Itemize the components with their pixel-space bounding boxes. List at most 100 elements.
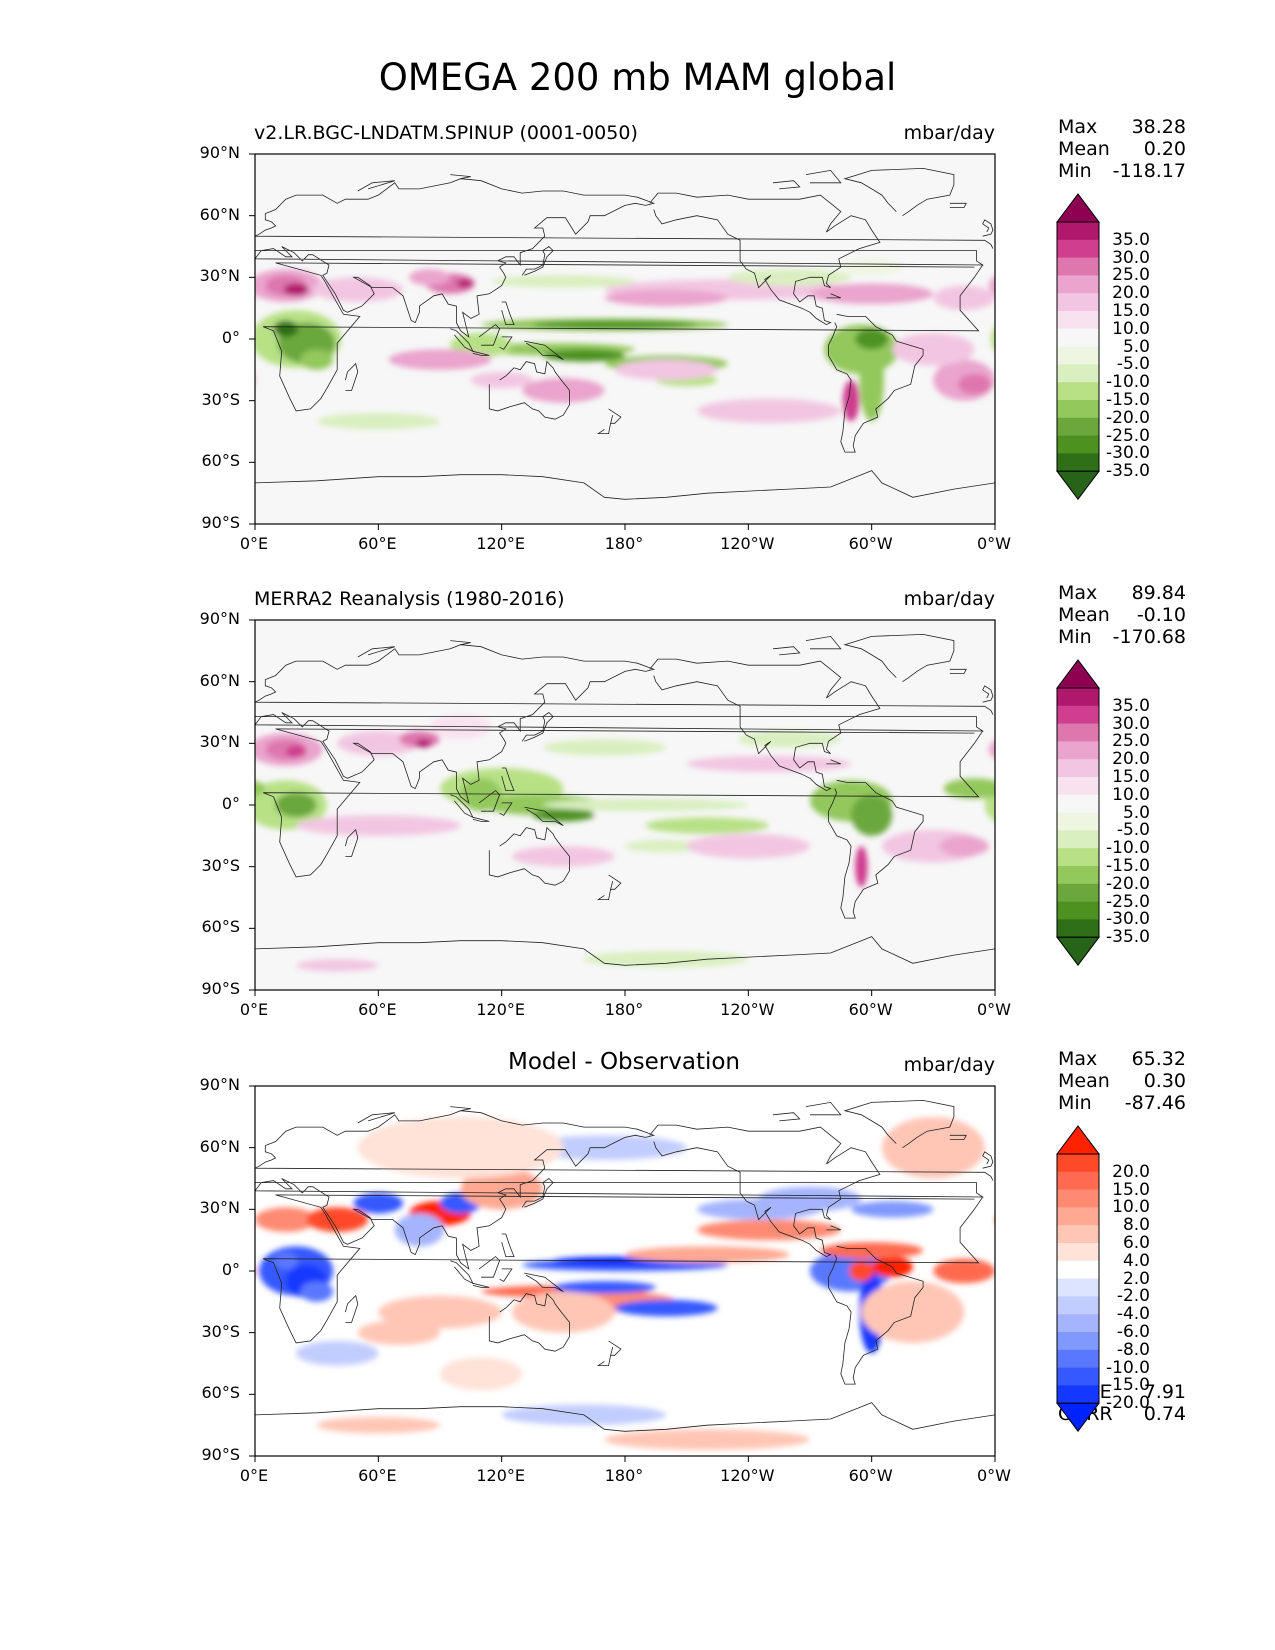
contour-region	[842, 380, 860, 422]
lat-tick-label: 0°	[221, 328, 240, 347]
panel-observation: MERRA2 Reanalysis (1980-2016) mbar/day 9…	[0, 466, 1275, 1019]
contour-region	[892, 332, 975, 366]
colorbar-tick-label: -30.0	[1106, 443, 1150, 464]
colorbar-tick-label: 10.0	[1112, 1197, 1150, 1218]
colorbar-segment	[1057, 919, 1099, 938]
stats-block: Max 38.28 Mean 0.20 Min -118.17	[1058, 116, 1186, 182]
coastline	[826, 1225, 841, 1231]
stat-value: 38.28	[1131, 116, 1186, 138]
colorbar-segment	[1057, 239, 1099, 259]
lon-tick-label: 0°W	[977, 1000, 1011, 1019]
colorbar-segment	[1057, 848, 1099, 867]
stat-label: Min	[1058, 160, 1092, 182]
coastline	[805, 1101, 842, 1116]
colorbar-tick-label: -5.0	[1116, 820, 1150, 841]
contour-region	[511, 1291, 615, 1333]
coastline	[949, 1134, 967, 1140]
colorbar-segment	[1057, 275, 1099, 294]
contour-region	[820, 1242, 924, 1259]
map-plot	[249, 619, 996, 996]
contour-region	[522, 378, 605, 403]
lat-tick-label: 30°N	[199, 732, 240, 752]
colorbar-segment	[1057, 293, 1099, 312]
lat-tick-label: 30°S	[201, 855, 240, 875]
contour-region	[943, 778, 995, 799]
colorbar-tick-label: 15.0	[1112, 301, 1150, 321]
contour-region	[470, 371, 533, 389]
contour-region	[312, 277, 403, 302]
contour-region	[300, 349, 334, 370]
contour-region	[645, 817, 769, 834]
contour-region	[456, 279, 473, 288]
lon-tick-label: 0°E	[239, 534, 269, 553]
coastline	[499, 1268, 513, 1282]
contour-region	[300, 1281, 334, 1302]
lon-tick-label: 60°E	[358, 1000, 397, 1019]
panel-title: MERRA2 Reanalysis (1980-2016)	[254, 588, 565, 610]
contour-region	[296, 1340, 379, 1366]
lat-tick-label: 60°S	[201, 1383, 240, 1403]
contour-region	[357, 1116, 564, 1179]
colorbar-segment	[1057, 688, 1099, 707]
coastline	[805, 169, 842, 184]
colorbar-segment	[1057, 705, 1099, 725]
coastline	[772, 180, 801, 190]
colorbar-tick-label: -5.0	[1116, 354, 1150, 375]
colorbar-tick-label: -15.0	[1106, 1375, 1150, 1396]
stats-block: Max 89.84 Mean -0.10 Min -170.68	[1058, 582, 1186, 648]
contour-region	[388, 349, 492, 370]
colorbar-tick-label: -10.0	[1106, 372, 1150, 393]
colorbar-segment	[1057, 417, 1099, 437]
units-label: mbar/day	[903, 1054, 995, 1076]
contour-region	[273, 320, 299, 337]
colorbar	[1056, 1125, 1100, 1436]
colorbar-segment	[1057, 1189, 1099, 1208]
colorbar-tick-label: 20.0	[1112, 1161, 1150, 1182]
coastline	[255, 178, 994, 338]
lat-tick-label: 90°N	[199, 143, 240, 162]
coastline	[521, 1177, 554, 1208]
colorbar-tick-label: -10.0	[1106, 1357, 1150, 1378]
coastline	[772, 646, 801, 656]
coastline	[501, 1233, 515, 1257]
coastline	[345, 362, 359, 391]
colorbar-segment	[1057, 257, 1099, 276]
contour-region	[193, 286, 255, 311]
contour-region	[511, 846, 615, 867]
colorbar-segment	[1057, 794, 1099, 814]
contour-region	[696, 398, 841, 424]
colorbar-segment	[1057, 830, 1099, 849]
coastline	[499, 802, 513, 816]
lon-tick-label: 120°W	[720, 1466, 775, 1485]
lat-tick-label: 90°N	[199, 609, 240, 628]
coastline	[521, 711, 554, 742]
lat-tick-label: 60°N	[199, 670, 240, 690]
contour-region	[542, 349, 625, 362]
contour-region	[285, 745, 307, 758]
coastline	[255, 644, 994, 804]
contour-region	[859, 339, 885, 422]
colorbar-tick-label: -25.0	[1106, 891, 1150, 912]
colorbar-segment	[1057, 866, 1099, 885]
lat-tick-label: 90°N	[199, 1075, 240, 1094]
coastline	[450, 328, 474, 353]
lat-tick-label: 90°S	[201, 1445, 240, 1464]
coastline	[949, 202, 967, 208]
contour-region	[988, 276, 995, 295]
coastline	[263, 1194, 984, 1344]
colorbar-tick-label: -15.0	[1106, 390, 1150, 410]
coastline	[608, 874, 622, 890]
coastline	[255, 470, 995, 500]
coastline	[608, 1340, 622, 1356]
coastline	[608, 408, 622, 424]
coastline	[450, 794, 474, 819]
colorbar-tick-label: -6.0	[1116, 1322, 1150, 1342]
colorbar-tick-label: 10.0	[1112, 318, 1150, 339]
contour-region	[491, 275, 636, 288]
stat-label: Mean	[1058, 138, 1110, 160]
contour-region	[542, 739, 667, 756]
panel-title: v2.LR.BGC-LNDATM.SPINUP (0001-0050)	[254, 122, 638, 144]
lat-tick-label: 60°N	[199, 1136, 240, 1156]
coastline	[450, 174, 471, 180]
coastline	[982, 219, 994, 237]
